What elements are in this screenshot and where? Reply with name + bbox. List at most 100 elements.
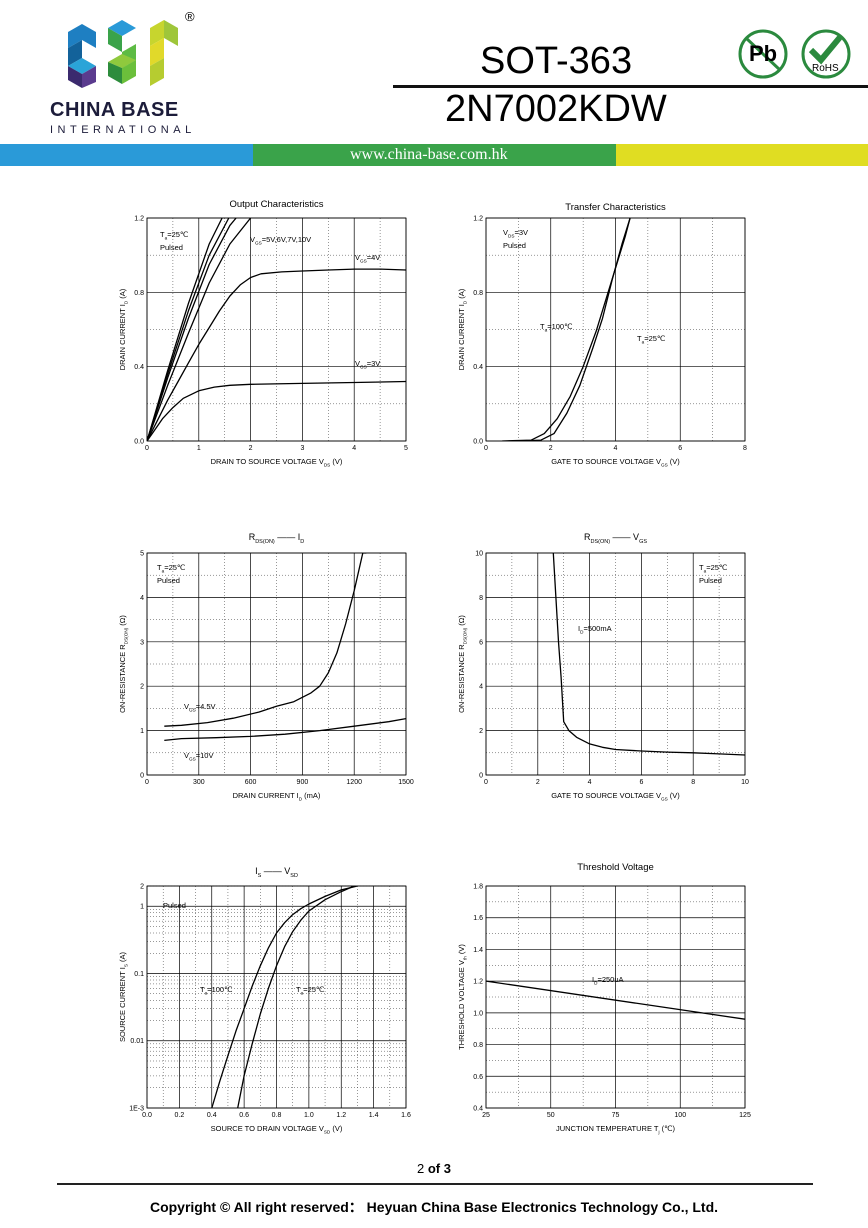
x-axis-label: JUNCTION TEMPERATURE Tj (℃) — [556, 1124, 676, 1135]
y-tick-label: 0.4 — [473, 364, 483, 371]
y-tick-label: 0.0 — [473, 439, 483, 446]
y-axis-label: ON-RESISTANCE RDS(ON) (Ω) — [457, 615, 468, 713]
annotation-ta25: Ta=25℃ — [296, 985, 325, 996]
y-tick-label: 4 — [140, 595, 144, 602]
y-tick-label: 3 — [140, 639, 144, 646]
chart-3: 0 1 2 3 4 5 0 300 600 900 1200 1500 RDS(ON) —— ID DRA… — [118, 532, 414, 802]
rohs-icon: RoHS — [801, 29, 851, 79]
lead-free-icon: Pb — [738, 29, 788, 79]
chart-title: Threshold Voltage — [577, 862, 654, 873]
x-tick-label: 8 — [691, 779, 695, 786]
annotation-ta100: Ta=100℃ — [540, 322, 573, 333]
package-title: SOT-363 — [480, 40, 633, 82]
series-line-1 — [552, 553, 745, 756]
y-axis-label: DRAIN CURRENT ID (A) — [118, 288, 129, 370]
y-tick-label: 10 — [475, 551, 483, 558]
registered-mark: ® — [185, 9, 195, 24]
page-number: 2 of 3 — [0, 1161, 868, 1176]
x-tick-label: 6 — [639, 779, 643, 786]
series-line-1 — [211, 886, 358, 1108]
y-tick-label: 0 — [140, 773, 144, 780]
x-tick-label: 2 — [249, 445, 253, 452]
series-line-2 — [237, 886, 355, 1108]
page-current: 2 — [417, 1161, 425, 1176]
series-line-1 — [164, 553, 367, 727]
chart-6: 0.4 0.6 0.8 1.0 1.2 1.4 1.6 1.8 25 50 75 100 125 Thre… — [457, 862, 751, 1135]
x-tick-label: 0.0 — [142, 1112, 152, 1119]
header-divider — [393, 85, 868, 88]
website-link[interactable]: www.china-base.com.hk — [350, 146, 508, 163]
annotation-vgs45: VGS=4.5V — [184, 702, 216, 713]
x-tick-label: 900 — [297, 779, 309, 786]
y-tick-label: 8 — [479, 595, 483, 602]
chart-title: RDS(ON) —— ID — [249, 532, 305, 545]
footer-divider — [57, 1183, 813, 1185]
plot-frame — [146, 885, 407, 1109]
y-tick-label: 4 — [479, 684, 483, 691]
series-line-1 — [486, 980, 745, 1020]
x-tick-label: 4 — [352, 445, 356, 452]
x-tick-label: 1.2 — [336, 1112, 346, 1119]
copyright-text: Copyright © All right reserved： Heyuan C… — [149, 1199, 719, 1215]
x-tick-label: 6 — [678, 445, 682, 452]
series-line-1 — [147, 380, 406, 441]
y-axis-label: DRAIN CURRENT ID (A) — [457, 288, 468, 370]
chart-1: 0.0 0.4 0.8 1.2 0 1 2 3 4 5 Output Characteristics… — [118, 199, 408, 468]
y-tick-label: 1E-3 — [129, 1106, 144, 1113]
series-line-3 — [147, 218, 252, 441]
plot-frame — [146, 217, 407, 442]
series-line-6 — [147, 218, 223, 441]
y-tick-label: 2 — [140, 884, 144, 891]
y-tick-label: 1.0 — [473, 1010, 483, 1017]
x-axis-label: SOURCE TO DRAIN VOLTAGE VSD (V) — [211, 1124, 343, 1135]
band-green — [253, 144, 616, 166]
series-line-5 — [147, 218, 230, 441]
x-tick-label: 1.6 — [401, 1112, 411, 1119]
x-tick-label: 2 — [536, 779, 540, 786]
x-tick-label: 0 — [145, 445, 149, 452]
annotation-vds: VDS=3V — [503, 228, 528, 239]
y-tick-label: 1 — [140, 904, 144, 911]
annotation-ta25: Ta=25℃ — [637, 334, 666, 345]
x-tick-label: 0.8 — [272, 1112, 282, 1119]
x-tick-label: 2 — [549, 445, 553, 452]
x-tick-label: 25 — [482, 1112, 490, 1119]
annotation-pulsed: Pulsed — [163, 901, 186, 910]
y-axis-label: ON-RESISTANCE RDS(ON) (Ω) — [118, 615, 129, 713]
brand-name: CHINA BASE — [50, 99, 179, 121]
chart-title: Transfer Characteristics — [565, 202, 666, 213]
x-tick-label: 0 — [145, 779, 149, 786]
x-tick-label: 1500 — [398, 779, 414, 786]
y-tick-label: 1.8 — [473, 884, 483, 891]
y-axis-label: SOURCE CURRENT IS (A) — [118, 951, 129, 1042]
x-tick-label: 100 — [674, 1112, 686, 1119]
y-tick-label: 0.1 — [134, 971, 144, 978]
band-blue — [0, 144, 253, 166]
plot-frame — [485, 552, 746, 776]
x-tick-label: 0.4 — [207, 1112, 217, 1119]
x-tick-label: 8 — [743, 445, 747, 452]
china-base-logo-icon — [68, 20, 178, 88]
series-line-2 — [164, 717, 406, 742]
x-tick-label: 1 — [197, 445, 201, 452]
annotation-ta: Ta=25℃ — [160, 230, 189, 241]
annotation-pulsed: Pulsed — [699, 576, 722, 585]
x-tick-label: 300 — [193, 779, 205, 786]
x-axis-label: GATE TO SOURCE VOLTAGE VGS (V) — [551, 457, 680, 468]
annotation-pulsed: Pulsed — [160, 243, 183, 252]
band-yellow — [616, 144, 868, 166]
chart-5: 1E-3 0.01 0.1 1 2 0.0 0.2 0.4 0.6 0.8 1.0 1.2 1.4 1.6… — [118, 866, 411, 1135]
x-tick-label: 0 — [484, 445, 488, 452]
annotation-vgs3: VGS=3V — [355, 359, 380, 370]
y-tick-label: 2 — [479, 728, 483, 735]
x-tick-label: 0.2 — [175, 1112, 185, 1119]
y-tick-label: 0.6 — [473, 1074, 483, 1081]
y-tick-label: 6 — [479, 639, 483, 646]
x-axis-label: DRAIN TO SOURCE VOLTAGE VDS (V) — [211, 457, 343, 468]
chart-title: Output Characteristics — [230, 199, 324, 210]
part-number: 2N7002KDW — [445, 88, 667, 130]
x-tick-label: 5 — [404, 445, 408, 452]
x-tick-label: 1200 — [346, 779, 362, 786]
annotation-pulsed: Pulsed — [503, 241, 526, 250]
